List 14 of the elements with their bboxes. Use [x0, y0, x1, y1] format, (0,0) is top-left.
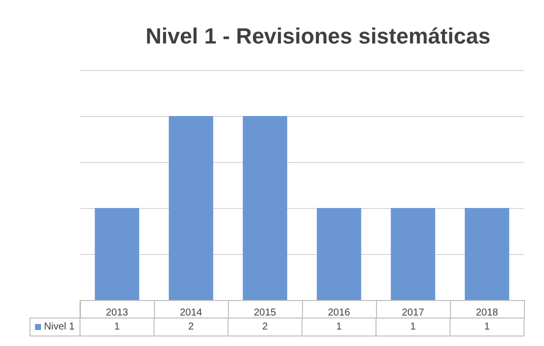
x-tick-label: 2013 [106, 308, 129, 318]
legend-label: Nivel 1 [44, 322, 76, 332]
x-tick-label: 2014 [180, 308, 203, 318]
data-label: 1 [484, 322, 490, 332]
x-tick-label: 2015 [254, 308, 277, 318]
data-label: 1 [114, 322, 120, 332]
data-label: 2 [262, 322, 268, 332]
chart-title: Nivel 1 - Revisiones sistemáticas [146, 24, 490, 48]
x-tick-label: 2017 [402, 308, 425, 318]
data-label: 1 [336, 322, 342, 332]
data-label: 2 [188, 322, 194, 332]
data-label: 1 [410, 322, 416, 332]
x-tick-label: 2016 [328, 308, 351, 318]
x-tick-label: 2018 [476, 308, 499, 318]
